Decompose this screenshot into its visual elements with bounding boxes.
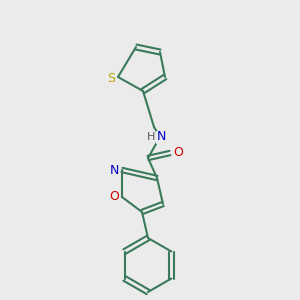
Text: N: N xyxy=(109,164,119,176)
Text: N: N xyxy=(156,130,166,143)
Text: S: S xyxy=(107,71,115,85)
Text: H: H xyxy=(147,132,155,142)
Text: O: O xyxy=(109,190,119,203)
Text: O: O xyxy=(173,146,183,160)
